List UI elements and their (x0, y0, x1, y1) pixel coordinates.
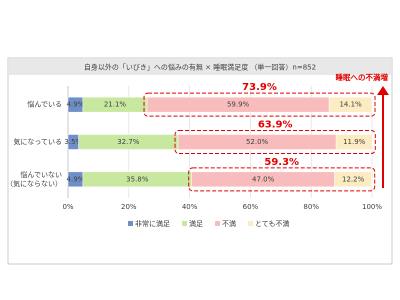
title-band (9, 59, 391, 75)
chart-title: 自身以外の「いびき」への悩みの有無 × 睡眠満足度 （単一回答）n=852 (84, 63, 316, 72)
x-tick-label: 60% (243, 203, 259, 211)
legend-label: 満足 (189, 220, 203, 228)
highlight-box (188, 167, 376, 192)
value-label: 12.2% (342, 175, 365, 183)
total-label: 59.3% (264, 157, 299, 168)
legend-label: 非常に満足 (135, 219, 170, 228)
y-tick-label-line: 悩んでいない (20, 170, 62, 179)
legend-swatch (182, 221, 187, 226)
total-label: 73.9% (242, 82, 277, 93)
x-tick-label: 80% (303, 203, 319, 211)
value-label: 32.7% (117, 138, 140, 146)
chart-frame (7, 57, 393, 265)
value-label: 3.5% (64, 138, 82, 146)
y-tick-label: 悩んでいない（気にならない） (6, 170, 62, 188)
y-tick-label-line: （気にならない） (6, 179, 62, 188)
value-label: 14.1% (339, 101, 362, 109)
bar-segment (328, 96, 373, 113)
value-label: 52.0% (246, 138, 269, 146)
x-tick-label: 40% (182, 203, 198, 211)
legend-swatch (215, 221, 220, 226)
highlight-box (143, 92, 376, 117)
arrow-head (377, 86, 389, 95)
x-tick-label: 20% (121, 203, 137, 211)
x-tick-label: 100% (362, 203, 382, 211)
x-tick-label: 0% (62, 203, 73, 211)
legend-swatch (128, 221, 133, 226)
y-tick-label: 悩んでいる (27, 100, 62, 109)
highlight-box (174, 130, 376, 154)
legend-label: 不満 (222, 220, 236, 228)
arrow-label: 睡眠への不満増 (336, 72, 389, 82)
y-tick-label: 気になっている (13, 137, 62, 146)
bar-segment (335, 134, 373, 150)
legend-swatch (248, 221, 253, 226)
legend-label: とても不満 (255, 220, 289, 228)
value-label: 4.9% (67, 101, 85, 109)
value-label: 47.0% (252, 175, 275, 183)
value-label: 11.9% (343, 138, 366, 146)
value-label: 21.1% (104, 101, 127, 109)
value-label: 59.9% (227, 101, 250, 109)
value-label: 4.9% (67, 175, 85, 183)
bar-segment (334, 171, 372, 188)
value-label: 35.8% (126, 175, 149, 183)
total-label: 63.9% (258, 120, 293, 131)
